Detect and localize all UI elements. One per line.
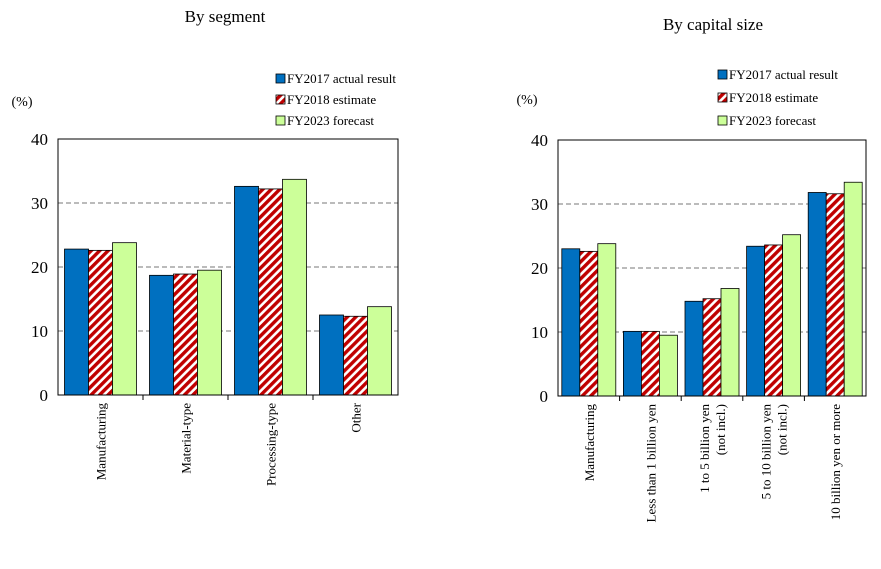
bar bbox=[684, 300, 704, 397]
bar bbox=[258, 188, 283, 396]
bar bbox=[641, 330, 660, 397]
legend-swatch bbox=[275, 73, 286, 84]
y-tick-label: 30 bbox=[31, 194, 48, 213]
x-tick-label: 1 to 5 billion yen bbox=[697, 404, 712, 493]
y-unit: (%) bbox=[12, 95, 33, 110]
bar bbox=[720, 288, 740, 397]
x-tick-label: 10 billion yen or more bbox=[828, 404, 843, 520]
x-tick-label: Less than 1 billion yen bbox=[643, 404, 658, 523]
plot-frame bbox=[557, 139, 867, 397]
bar bbox=[64, 248, 89, 396]
bar bbox=[825, 193, 845, 397]
legend-label: FY2017 actual result bbox=[287, 71, 396, 86]
y-tick-label: 40 bbox=[531, 131, 548, 150]
y-tick-label: 40 bbox=[31, 130, 48, 149]
chart-title: By capital size bbox=[663, 15, 763, 34]
bar bbox=[746, 245, 765, 397]
y-unit: (%) bbox=[517, 93, 538, 108]
bar bbox=[702, 298, 722, 397]
chart: By segment (%) 0 10 20 30 40 FY2017 actual resu… bbox=[12, 7, 399, 486]
bar bbox=[659, 334, 678, 397]
bar bbox=[343, 315, 368, 396]
x-tick-label: (not incl.) bbox=[713, 404, 728, 455]
x-tick-label: 5 to 10 billion yen bbox=[759, 404, 774, 500]
bar bbox=[112, 242, 137, 396]
legend-swatch bbox=[717, 69, 728, 80]
legend-label: FY2018 estimate bbox=[287, 92, 376, 107]
legend-swatch bbox=[717, 92, 728, 103]
legend-label: FY2023 forecast bbox=[287, 113, 374, 128]
bar bbox=[197, 269, 222, 396]
bar bbox=[561, 248, 581, 397]
chart: By capital size (%) 0 10 20 30 40 FY2017 actual… bbox=[517, 15, 867, 522]
bar bbox=[843, 181, 863, 397]
x-tick-label: Processing-type bbox=[264, 403, 279, 486]
x-tick-label: Other bbox=[349, 402, 364, 432]
chart-title: By segment bbox=[185, 7, 266, 26]
y-tick-label: 0 bbox=[40, 386, 49, 405]
y-tick-label: 10 bbox=[31, 322, 48, 341]
bar bbox=[282, 178, 307, 396]
bar bbox=[807, 192, 827, 397]
bar bbox=[173, 273, 198, 396]
y-tick-label: 10 bbox=[531, 323, 548, 342]
x-tick-label: (not incl.) bbox=[775, 404, 790, 455]
x-tick-label: Manufacturing bbox=[582, 404, 597, 482]
y-tick-label: 20 bbox=[531, 259, 548, 278]
legend-label: FY2023 forecast bbox=[729, 113, 816, 128]
y-tick-label: 0 bbox=[540, 387, 549, 406]
legend-label: FY2017 actual result bbox=[729, 67, 838, 82]
bar bbox=[597, 243, 617, 397]
bar bbox=[579, 250, 599, 397]
legend-swatch bbox=[275, 115, 286, 126]
y-tick-label: 30 bbox=[531, 195, 548, 214]
bar bbox=[764, 244, 783, 397]
legend-label: FY2018 estimate bbox=[729, 90, 818, 105]
bar bbox=[623, 330, 642, 397]
legend-swatch bbox=[275, 94, 286, 105]
bar bbox=[367, 306, 392, 396]
bar bbox=[782, 234, 801, 397]
legend-swatch bbox=[717, 115, 728, 126]
bar bbox=[319, 314, 344, 396]
bar bbox=[149, 274, 174, 396]
x-tick-label: Manufacturing bbox=[94, 403, 109, 481]
x-tick-label: Material-type bbox=[179, 403, 194, 474]
bar bbox=[88, 249, 113, 396]
bar bbox=[234, 185, 259, 396]
y-tick-label: 20 bbox=[31, 258, 48, 277]
